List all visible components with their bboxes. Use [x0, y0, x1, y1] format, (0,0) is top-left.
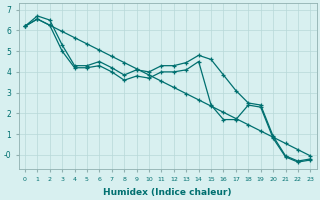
X-axis label: Humidex (Indice chaleur): Humidex (Indice chaleur): [103, 188, 232, 197]
